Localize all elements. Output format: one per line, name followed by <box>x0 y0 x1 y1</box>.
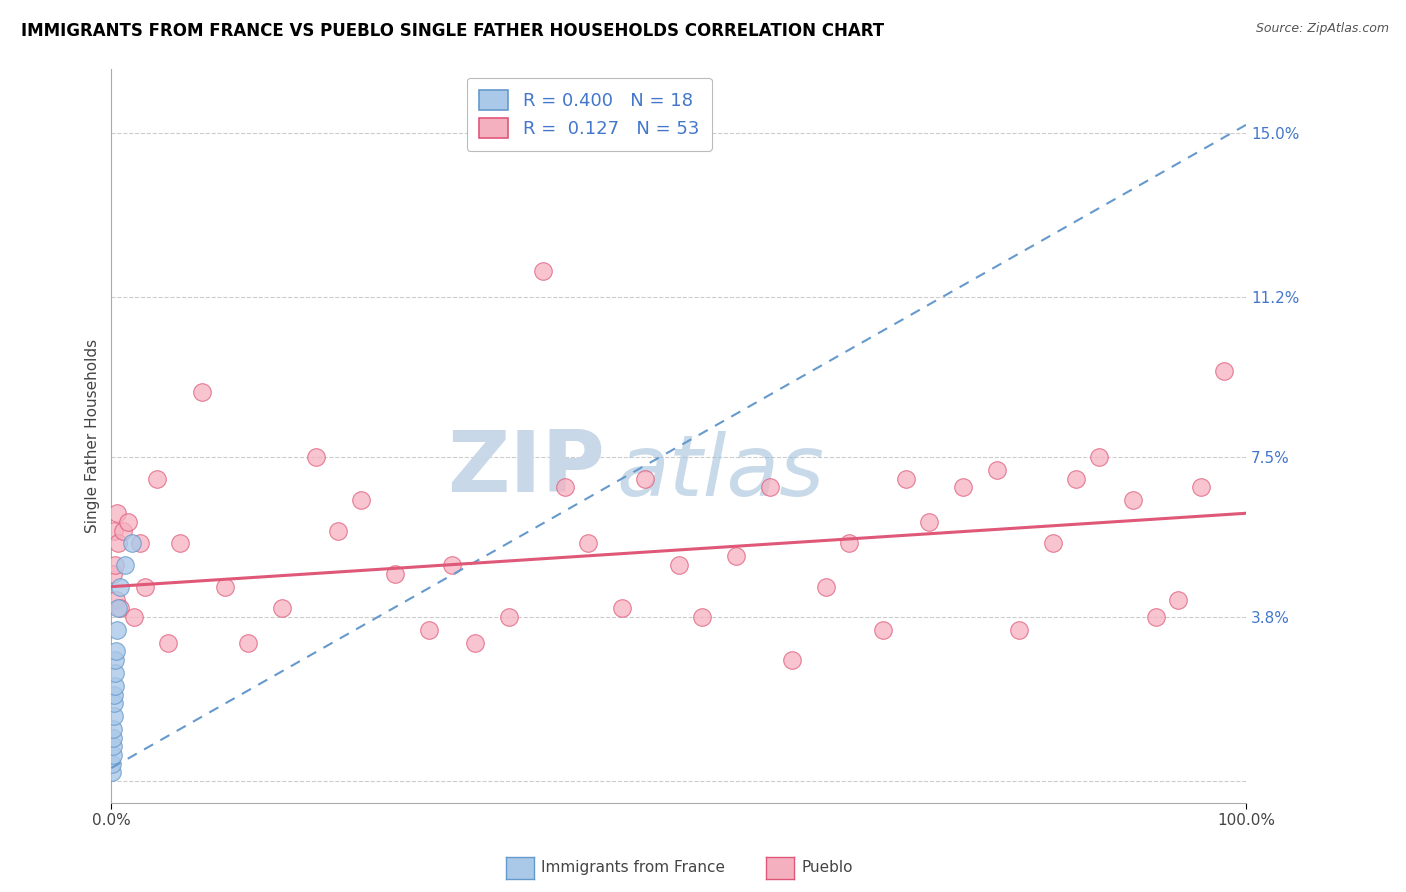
Point <box>114 558 136 572</box>
Point <box>104 644 127 658</box>
Point <box>384 566 406 581</box>
Point <box>101 765 124 780</box>
Point <box>236 636 259 650</box>
Point <box>724 549 747 564</box>
Point <box>1122 493 1144 508</box>
Point <box>110 601 132 615</box>
Point <box>104 558 127 572</box>
Point <box>104 665 127 680</box>
Text: atlas: atlas <box>616 431 824 514</box>
Point <box>1008 623 1031 637</box>
Point <box>104 653 127 667</box>
Point <box>1088 450 1111 464</box>
Point <box>105 623 128 637</box>
Point <box>1212 364 1234 378</box>
Point <box>782 653 804 667</box>
Point <box>111 524 134 538</box>
Point <box>101 756 124 771</box>
Point <box>872 623 894 637</box>
Point <box>101 731 124 745</box>
Text: Immigrants from France: Immigrants from France <box>541 861 725 875</box>
Point <box>103 688 125 702</box>
Point <box>157 636 180 650</box>
Point <box>103 696 125 710</box>
Point <box>917 515 939 529</box>
Point <box>103 709 125 723</box>
Point <box>634 472 657 486</box>
Point <box>464 636 486 650</box>
Point <box>107 536 129 550</box>
Text: ZIP: ZIP <box>447 427 605 510</box>
Point <box>214 580 236 594</box>
Point <box>894 472 917 486</box>
Point <box>122 610 145 624</box>
Point <box>758 480 780 494</box>
Point <box>610 601 633 615</box>
Point <box>690 610 713 624</box>
Point <box>328 524 350 538</box>
Point <box>498 610 520 624</box>
Point <box>576 536 599 550</box>
Text: Source: ZipAtlas.com: Source: ZipAtlas.com <box>1256 22 1389 36</box>
Point <box>117 515 139 529</box>
Point <box>1144 610 1167 624</box>
Point <box>105 506 128 520</box>
Point <box>103 524 125 538</box>
Point <box>440 558 463 572</box>
Point <box>554 480 576 494</box>
Text: Pueblo: Pueblo <box>801 861 853 875</box>
Point <box>350 493 373 508</box>
Point <box>191 385 214 400</box>
Point <box>418 623 440 637</box>
Point <box>110 580 132 594</box>
Text: IMMIGRANTS FROM FRANCE VS PUEBLO SINGLE FATHER HOUSEHOLDS CORRELATION CHART: IMMIGRANTS FROM FRANCE VS PUEBLO SINGLE … <box>21 22 884 40</box>
Point <box>1189 480 1212 494</box>
Point <box>952 480 974 494</box>
Point <box>531 264 554 278</box>
Point <box>1167 592 1189 607</box>
Legend: R = 0.400   N = 18, R =  0.127   N = 53: R = 0.400 N = 18, R = 0.127 N = 53 <box>467 78 711 151</box>
Point <box>815 580 838 594</box>
Point <box>1042 536 1064 550</box>
Point <box>146 472 169 486</box>
Point <box>103 722 125 736</box>
Point <box>668 558 690 572</box>
Point <box>169 536 191 550</box>
Point <box>305 450 328 464</box>
Point <box>101 747 124 762</box>
Point <box>134 580 156 594</box>
Point <box>104 592 127 607</box>
Point <box>104 679 127 693</box>
Point <box>270 601 292 615</box>
Point <box>128 536 150 550</box>
Y-axis label: Single Father Households: Single Father Households <box>86 338 100 533</box>
Point <box>986 463 1008 477</box>
Point <box>838 536 860 550</box>
Point <box>101 566 124 581</box>
Point <box>107 601 129 615</box>
Point <box>101 739 124 754</box>
Point <box>1064 472 1087 486</box>
Point <box>121 536 143 550</box>
